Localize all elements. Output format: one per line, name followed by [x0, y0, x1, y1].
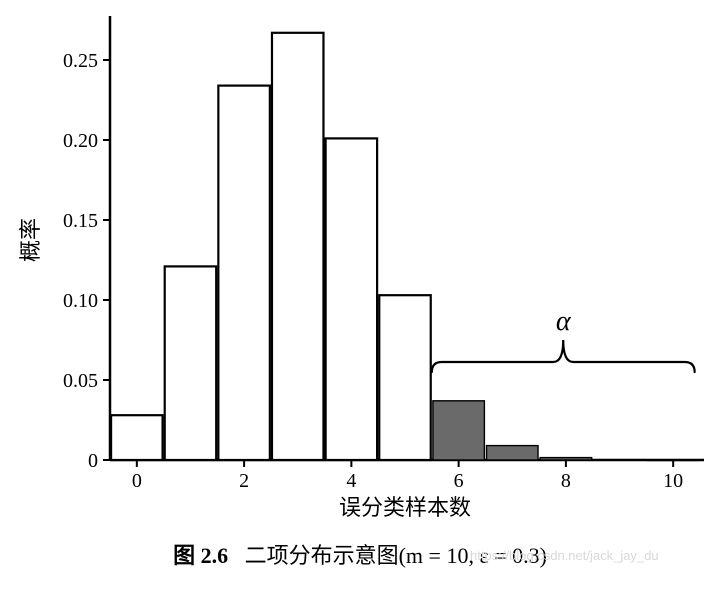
x-tick-label: 2	[239, 470, 249, 492]
bar	[218, 86, 269, 460]
bar	[647, 460, 698, 461]
bar	[487, 446, 538, 460]
y-axis-label: 概率	[18, 218, 43, 262]
y-tick-label: 0.20	[63, 130, 98, 152]
bar	[272, 33, 323, 460]
bar	[111, 415, 162, 460]
bar	[326, 138, 377, 460]
bar	[165, 266, 216, 460]
alpha-label: α	[556, 306, 572, 337]
figure-caption: 图 2.6 二项分布示意图(m = 10, ε = 0.3)	[0, 538, 720, 570]
y-tick-label: 0.25	[63, 50, 98, 72]
x-tick-label: 10	[663, 470, 683, 492]
x-tick-label: 4	[346, 470, 356, 492]
bar	[540, 458, 591, 460]
x-axis-label: 误分类样本数	[339, 495, 471, 520]
x-tick-label: 6	[454, 470, 464, 492]
binomial-bar-chart: 0 0.05 0.10 0.15 0.20 0.25 0 2 4 6 8 10 概率误分类样本数 α	[0, 0, 720, 520]
bar	[433, 401, 484, 460]
caption-body: 二项分布示意图(m = 10, ε = 0.3)	[245, 543, 547, 568]
x-tick-label: 0	[132, 470, 142, 492]
x-tick-label: 8	[561, 470, 571, 492]
bar	[594, 460, 645, 461]
caption-label: 图 2.6	[173, 543, 228, 568]
bar	[379, 295, 430, 460]
y-tick-label: 0.05	[63, 370, 98, 392]
chart-container: 0 0.05 0.10 0.15 0.20 0.25 0 2 4 6 8 10 概率误分类样本数 α 图 …	[0, 0, 720, 591]
y-tick-label: 0.15	[63, 210, 98, 232]
caption-text	[234, 543, 245, 568]
y-tick-label: 0.10	[63, 290, 98, 312]
y-tick-label: 0	[88, 450, 98, 472]
